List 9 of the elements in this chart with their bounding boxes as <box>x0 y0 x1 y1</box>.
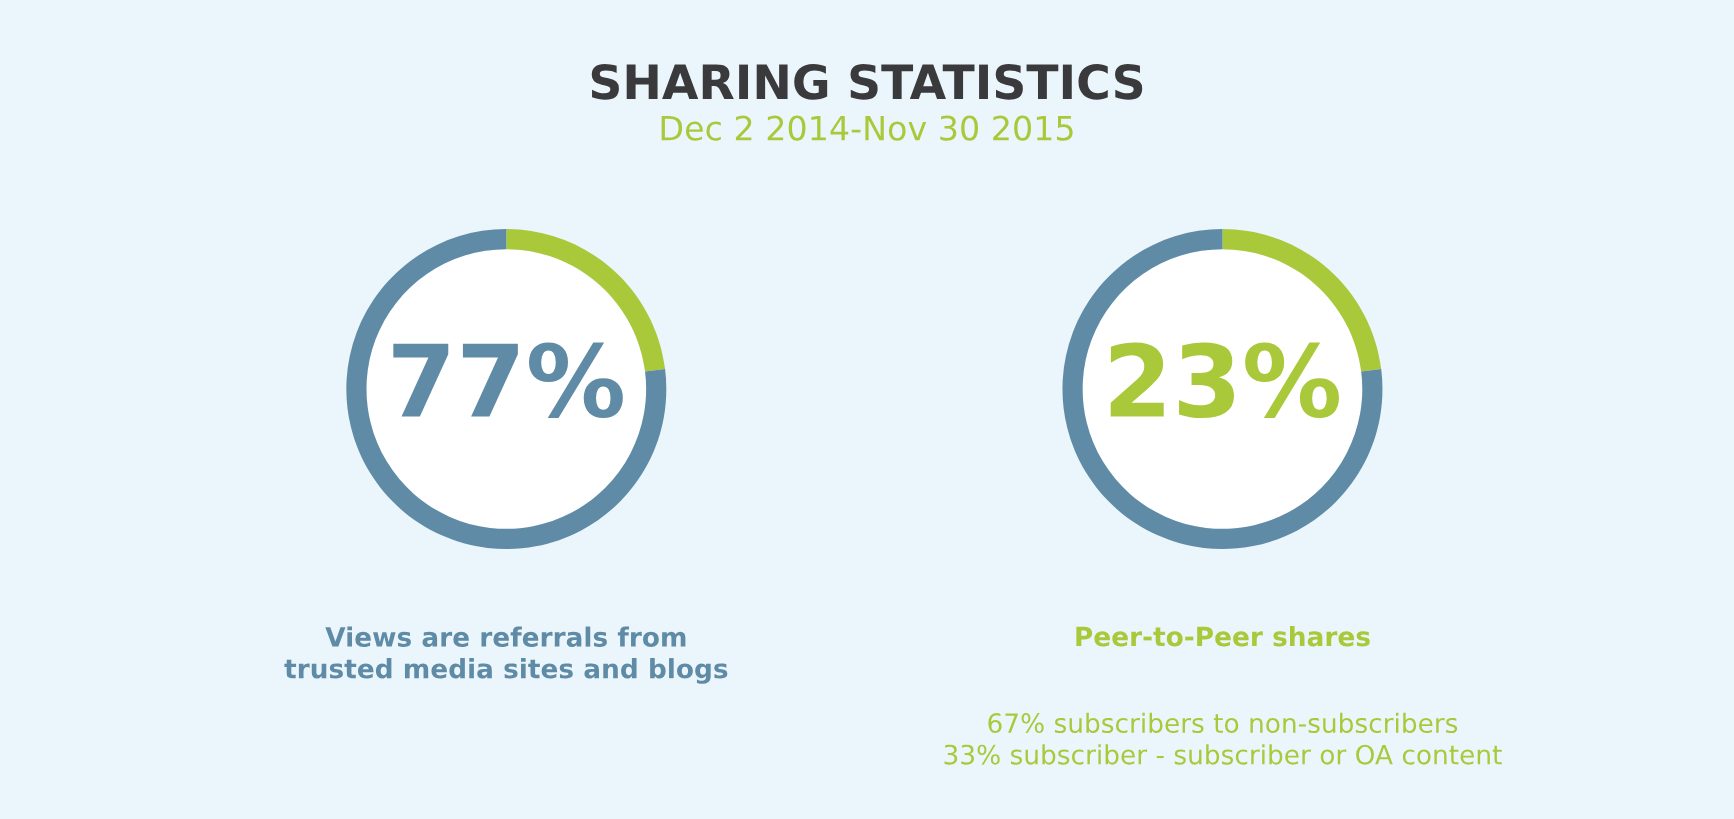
text: Views are referrals from trusted media sites and blogs <box>284 626 728 684</box>
text: Peer-to-Peer shares <box>1076 626 1370 647</box>
data-label: 23% <box>1110 342 1339 419</box>
donut-slice <box>346 229 667 550</box>
data-label: 77% <box>393 342 623 419</box>
text: 67% subscribers to non-subscribers 33% subscriber - subscriber or OA content <box>944 712 1502 765</box>
text: SHARING STATISTICS <box>591 63 1143 100</box>
text: Dec 2 2014-Nov 30 2015 <box>661 115 1073 141</box>
donut-slice <box>1062 229 1383 550</box>
